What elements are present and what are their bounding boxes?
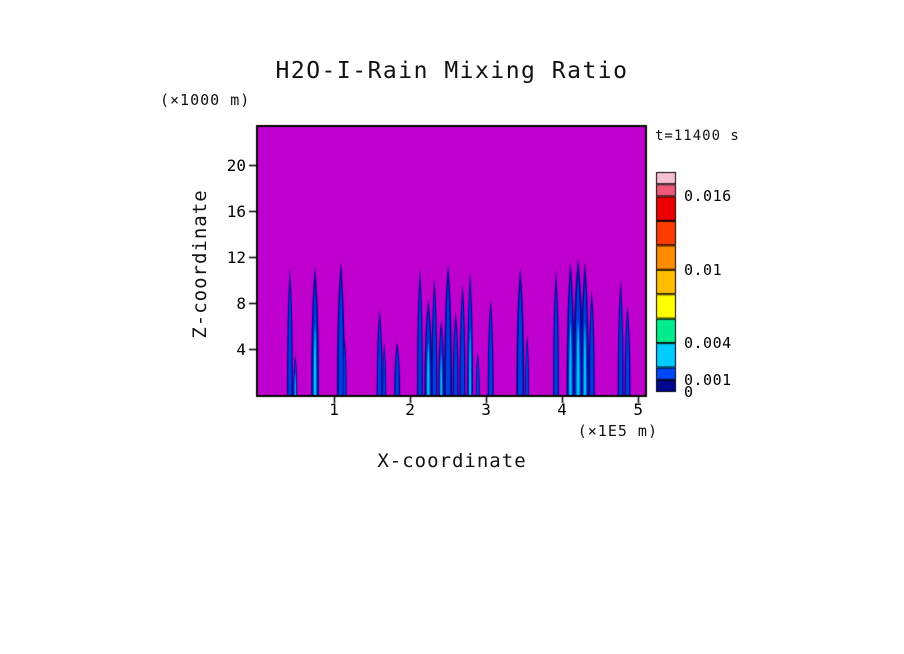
colorbar-tick-label: 0.004 xyxy=(684,334,732,353)
timestamp-label: t=11400 s xyxy=(655,128,740,144)
x-axis-title: X-coordinate xyxy=(377,450,527,472)
y-tick-label: 16 xyxy=(226,201,246,221)
x-tick-label: 5 xyxy=(633,400,643,419)
colorbar-tick-label: 0.001 xyxy=(684,370,732,389)
x-tick-label: 2 xyxy=(405,400,415,419)
y-tick-label: 4 xyxy=(236,339,246,359)
y-tick-label: 20 xyxy=(226,155,246,175)
x-tick-label: 4 xyxy=(557,400,567,419)
y-tick-label: 8 xyxy=(236,293,246,313)
x-tick-label: 3 xyxy=(481,400,491,419)
y-tick-label: 12 xyxy=(226,247,246,267)
x-tick-label: 1 xyxy=(329,400,339,419)
colorbar-tick-label: 0 xyxy=(684,383,694,401)
chart-title: H2O-I-Rain Mixing Ratio xyxy=(275,58,629,84)
colorbar-tick-label: 0.016 xyxy=(684,187,732,206)
y-axis-unit-label: (×1000 m) xyxy=(160,91,251,109)
x-axis-unit-label: (×1E5 m) xyxy=(577,422,658,440)
colorbar-tick-label: 0.01 xyxy=(684,260,723,279)
